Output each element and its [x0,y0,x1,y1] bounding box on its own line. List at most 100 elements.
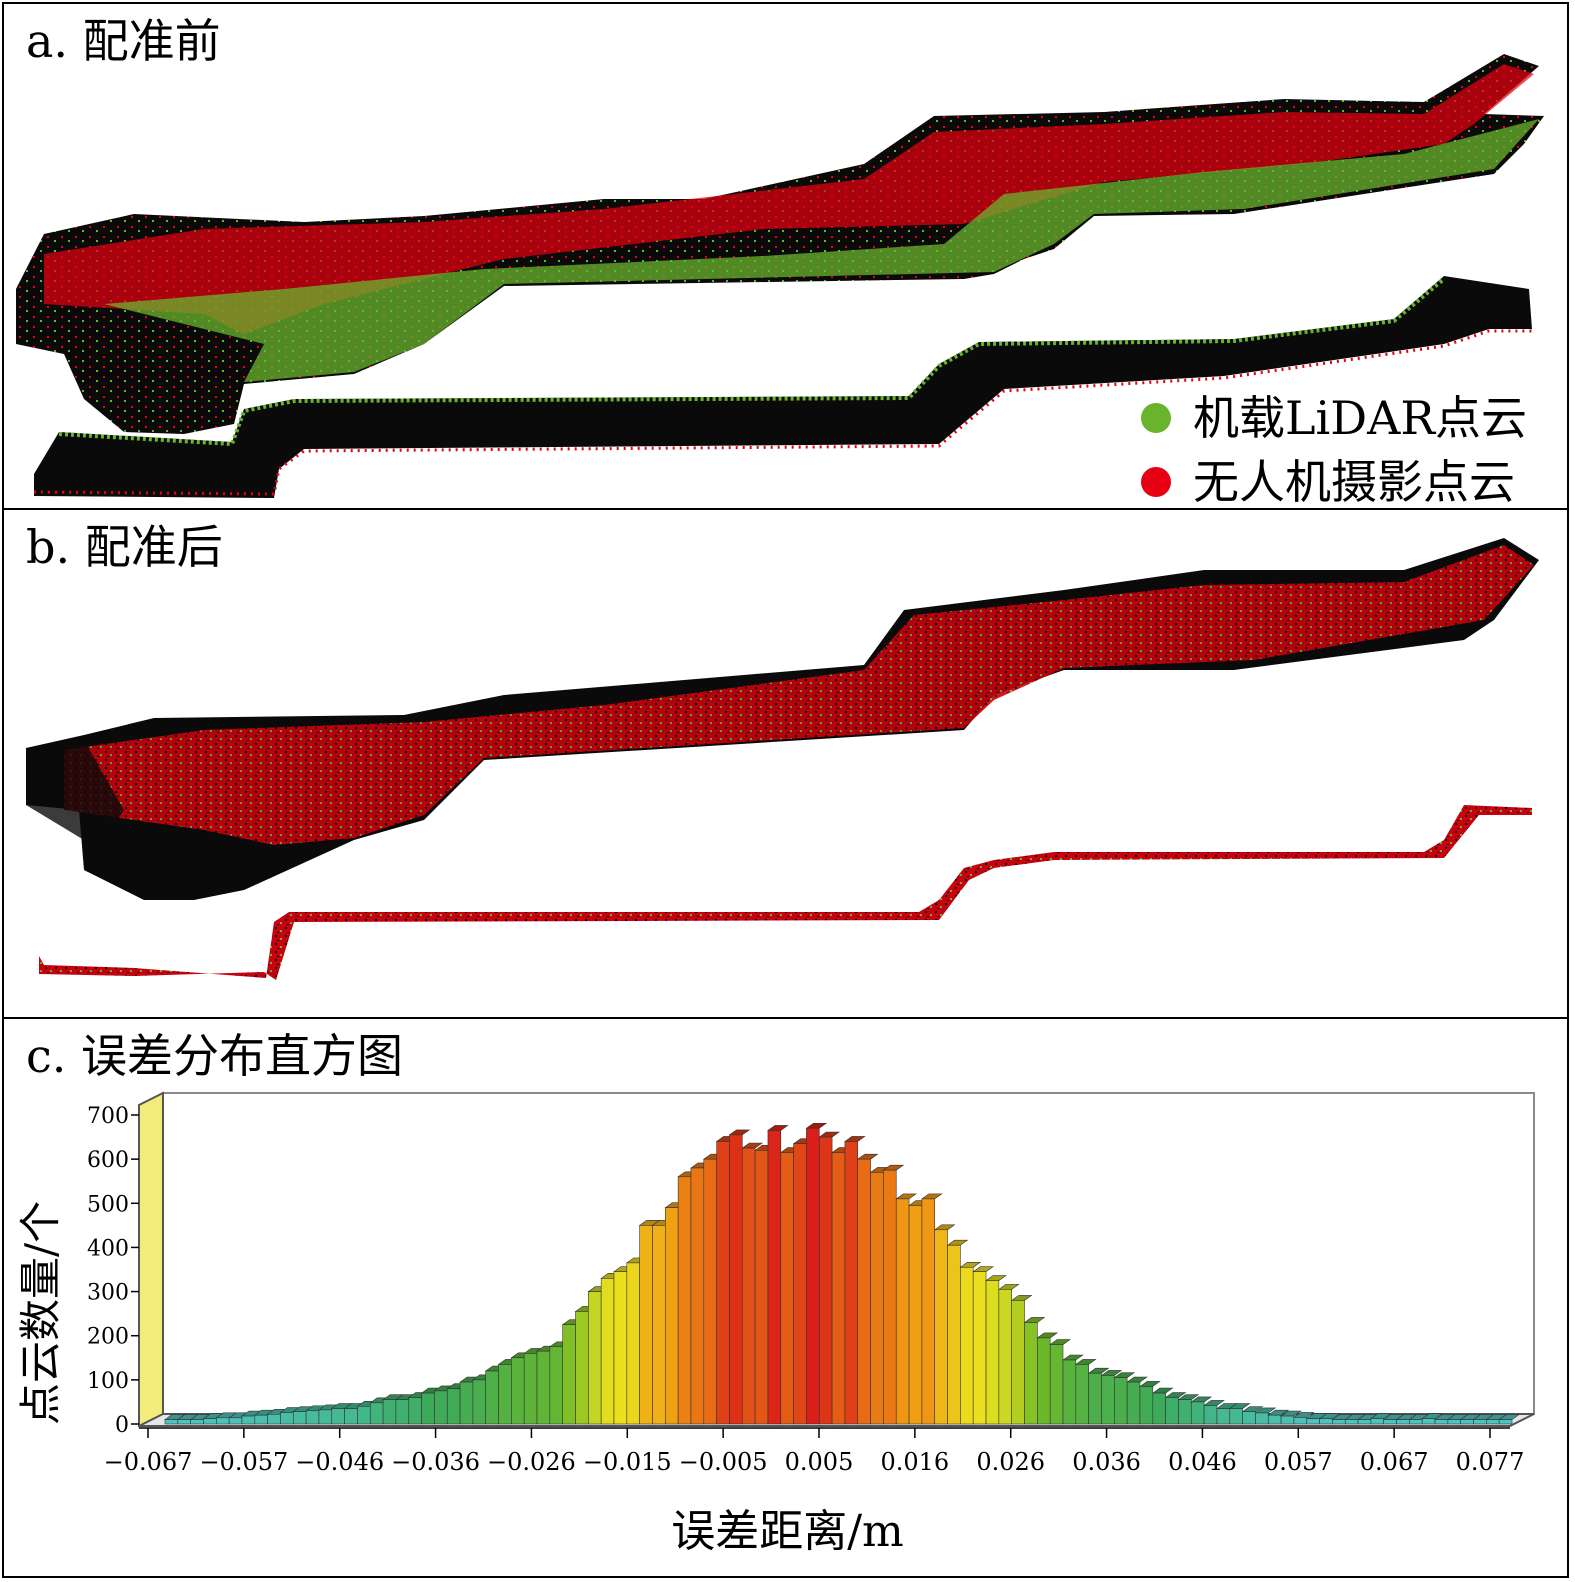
cloud-lidar-layer-a [104,119,1539,382]
histogram-bar [1190,1396,1213,1425]
histogram-bar-face [1332,1419,1346,1425]
legend-item-lidar: 机载LiDAR点云 [1141,386,1527,450]
histogram-bar-face [600,1278,615,1425]
histogram-bar-face [344,1408,358,1425]
histogram-bar [843,1136,866,1425]
histogram-bar [1087,1367,1110,1425]
x-tick-label: 0.016 [880,1448,949,1476]
histogram-bar-face [1498,1419,1513,1425]
histogram-bar-face [1409,1419,1423,1425]
histogram-bar-face [434,1390,448,1425]
cloud-dark-left-b [26,740,144,898]
histogram-bar-face [357,1406,371,1425]
y-tick-label: 0 [115,1413,129,1438]
histogram-bar-face [947,1244,961,1425]
histogram-bar-face [998,1289,1012,1425]
histogram-bar [1203,1400,1225,1425]
histogram-bar-face [1088,1372,1102,1425]
y-axis-label: 点云数量/个 [16,1200,65,1425]
histogram-bar-face [1114,1377,1128,1425]
y-tick-label: 200 [87,1325,129,1350]
histogram-bar-face [1203,1405,1218,1425]
histogram-bar [1241,1406,1264,1425]
y-tick-label: 300 [87,1281,129,1306]
histogram-bar-face [870,1172,884,1425]
histogram-bar-face [511,1357,525,1425]
histogram-bar-face [331,1408,345,1425]
x-tick-label: −0.015 [583,1448,672,1476]
histogram-bar [382,1394,404,1425]
histogram-bar [292,1406,315,1425]
panel-a-title: a. 配准前 [26,14,221,68]
cloud-uav-layer-a [44,64,1534,334]
x-tick-label: −0.057 [199,1448,288,1476]
histogram-bar-face [960,1266,974,1425]
x-tick-label: 0.077 [1456,1448,1525,1476]
y-tick-label: 500 [87,1192,129,1217]
histogram-bar-face [1396,1419,1410,1425]
histogram-bar-face [305,1410,320,1425]
histogram-bar-face [1075,1364,1089,1425]
histogram-bar-face [1306,1418,1320,1425]
x-tick-label: 0.036 [1072,1448,1141,1476]
histogram-bars [164,1122,1520,1425]
histogram-bar-face [1011,1300,1025,1425]
histogram-bar-face [677,1176,692,1425]
histogram-bar-face [1447,1419,1461,1425]
histogram-bar-face [485,1370,499,1425]
y-axis-ticks: 0 100 200 300 400 500 600 700 [87,1104,139,1438]
histogram-bar [1177,1394,1200,1425]
x-tick-label: 0.046 [1168,1448,1237,1476]
histogram-bar-face [793,1143,807,1425]
plot-left-wall [138,1091,164,1428]
histogram-bar-face [1037,1337,1051,1425]
histogram-bar-face [472,1379,487,1425]
x-axis-ticks: −0.067 −0.057 −0.046 −0.036 −0.026 −0.015 −0.0… [104,1427,1525,1476]
histogram-bar-face [1165,1397,1179,1425]
x-tick-label: 0.067 [1360,1448,1429,1476]
histogram-bar-face [818,1136,833,1425]
histogram-bar [330,1403,353,1425]
histogram-bar-face [844,1141,859,1425]
histogram-bar-face [921,1198,936,1425]
histogram-bar-face [1101,1375,1115,1425]
histogram-bar-face [446,1388,461,1425]
histogram-bar-face [1293,1417,1308,1425]
histogram-bar-face [421,1392,435,1425]
histogram-bar-face [1242,1411,1256,1425]
histogram-bar-face [498,1364,512,1425]
legend-a: 机载LiDAR点云 无人机摄影点云 [1141,386,1527,514]
histogram-bar-face [895,1198,910,1425]
histogram-bar-face [1139,1386,1154,1425]
x-tick-label: 0.005 [785,1448,854,1476]
histogram-bar-face [1178,1399,1192,1425]
point-cloud-after-registration [26,538,1539,980]
histogram-bar [1164,1392,1187,1425]
histogram-bar-face [729,1134,743,1425]
histogram-bar [1113,1372,1136,1425]
histogram-bar-face [588,1291,602,1425]
legend-swatch-lidar [1141,403,1171,433]
histogram-bar-face [408,1397,422,1425]
histogram-bar-face [1267,1414,1282,1425]
histogram-bar-face [292,1411,307,1425]
x-tick-label: −0.026 [487,1448,576,1476]
histogram-bar-face [1460,1419,1474,1425]
histogram-bar-face [1024,1322,1038,1425]
histogram-bar-face [1049,1344,1064,1425]
histogram-bar-face [164,1419,179,1425]
histogram-bar-face [1255,1412,1269,1425]
y-tick-label: 100 [87,1369,129,1394]
histogram-bar-face [1421,1418,1436,1425]
histogram-bar-face [280,1412,294,1425]
histogram-bar-face [459,1381,474,1425]
histogram-bar-face [395,1399,410,1425]
legend-item-uav: 无人机摄影点云 [1141,450,1527,514]
histogram-bar-face [228,1417,243,1425]
histogram-bar [1010,1295,1033,1425]
cloud-lower-edge-green [58,277,1446,447]
histogram-bar [1280,1410,1302,1425]
histogram-bar-face [806,1127,820,1425]
histogram-bar-face [1152,1392,1166,1425]
y-tick-label: 400 [87,1236,129,1261]
